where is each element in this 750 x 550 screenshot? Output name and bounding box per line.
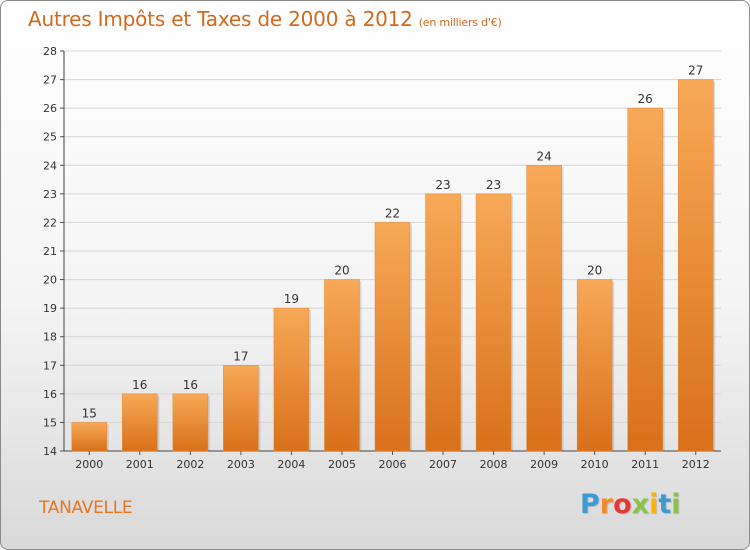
bar [576,279,613,452]
logo-letter: P [580,489,600,520]
logo-letter: r [599,489,614,520]
y-tick-label: 22 [43,216,57,229]
x-tick-label: 2006 [379,458,407,471]
bar [273,307,310,452]
chart-unit: (en milliers d'€) [418,16,502,29]
bar [324,279,360,452]
chart-title-text: Autres Impôts et Taxes de 2000 à 2012 [28,7,413,31]
bar [172,393,209,452]
bar-value-label: 20 [334,264,349,278]
x-tick-label: 2008 [480,458,508,471]
logo-letter: x [631,489,650,520]
y-tick-label: 27 [43,74,57,87]
x-tick-label: 2001 [126,458,154,471]
bar-value-label: 19 [284,292,299,306]
bar-value-label: 16 [183,378,198,392]
bar-value-label: 15 [82,406,97,420]
x-tick-label: 2000 [75,458,103,471]
y-tick-label: 18 [43,331,57,344]
y-tick-label: 28 [43,45,57,58]
bar [71,422,108,452]
bar-value-label: 17 [233,349,248,363]
y-tick-label: 19 [43,302,57,315]
y-tick-label: 21 [43,245,57,258]
bar-value-label: 26 [638,92,653,106]
y-tick-label: 20 [43,274,57,287]
y-tick-label: 25 [43,131,57,144]
bar-value-label: 22 [385,206,400,220]
bar [475,193,512,452]
bar-value-label: 23 [435,178,450,192]
bar [374,222,411,452]
proxiti-logo[interactable]: Proxiti [580,489,681,520]
y-tick-label: 17 [43,359,57,372]
logo-letter: o [613,489,632,520]
logo-letter: i [671,489,681,520]
bar [122,393,158,452]
labels: 14 15 16 17 18 19 20 21 22 23 24 25 26 27 28 15 2000 16 20… [43,45,710,471]
y-tick-label: 26 [43,102,57,115]
bar-value-label: 23 [486,178,501,192]
y-tick-label: 24 [43,159,57,172]
bar [627,107,663,452]
x-tick-label: 2005 [328,458,356,471]
x-tick-label: 2010 [581,458,609,471]
x-tick-label: 2011 [631,458,659,471]
y-tick-label: 14 [43,445,57,458]
bar-value-label: 27 [688,64,703,78]
y-tick-label: 16 [43,388,57,401]
city-name: TANAVELLE [39,498,133,518]
x-tick-label: 2009 [530,458,558,471]
y-tick-label: 23 [43,188,57,201]
bar [425,193,461,452]
x-tick-label: 2002 [176,458,204,471]
bar [223,365,259,452]
bars [71,79,716,452]
logo-letter: i [649,489,659,520]
bar-value-label: 20 [587,264,602,278]
bar [677,79,714,452]
chart-title: Autres Impôts et Taxes de 2000 à 2012 (en… [28,7,502,31]
x-tick-label: 2007 [429,458,457,471]
x-tick-label: 2004 [277,458,305,471]
x-tick-label: 2003 [227,458,255,471]
bar-value-label: 24 [536,149,551,163]
x-tick-label: 2012 [682,458,710,471]
logo-letter: t [658,489,672,520]
bar [526,165,562,452]
y-tick-label: 15 [43,416,57,429]
bar-value-label: 16 [132,378,147,392]
